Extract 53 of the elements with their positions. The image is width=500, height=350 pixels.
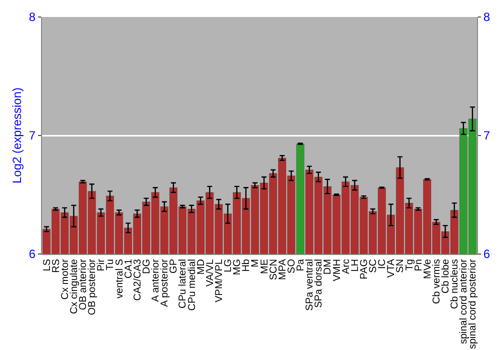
x-tick-label: RS <box>50 258 62 273</box>
x-tick-label: GP <box>168 258 180 274</box>
x-tick-label: LS <box>42 258 53 272</box>
x-tick-label: ventral S <box>114 258 126 298</box>
x-tick-label: Arc <box>340 259 352 274</box>
x-tick-label: Tu <box>105 259 116 270</box>
y-tick-label: 6 <box>28 247 36 262</box>
x-tick-label: OB anterior <box>78 258 90 310</box>
x-tick-label: spinal cord posterior <box>468 258 479 350</box>
x-tick-label: SC <box>368 259 380 273</box>
y-tick-label: 8 <box>28 10 36 24</box>
y2-tick-label: 7 <box>483 128 490 143</box>
y2-tick-label: 8 <box>483 10 490 24</box>
x-tick-label: MVe <box>422 258 434 280</box>
x-tick-label: CPu lateral <box>178 259 189 308</box>
x-tick-label: PAG <box>358 258 370 280</box>
x-tick-label: LG <box>223 258 234 272</box>
x-tick-label: DG <box>141 258 152 274</box>
x-tick-label: VMH <box>332 259 343 282</box>
x-tick-label: CA2/CA3 <box>132 258 144 301</box>
x-tick-label: Cx cingulate <box>68 258 80 314</box>
y2-tick-label: 6 <box>483 247 490 262</box>
x-tick-label: A posterior <box>160 258 171 307</box>
x-tick-label: Cb vermis <box>431 259 442 304</box>
x-tick-label: Cb lobe <box>440 258 452 294</box>
x-tick-label: Hb <box>241 258 252 272</box>
y-axis-title: Log2 (expression) <box>10 87 24 184</box>
x-tick-label: Pa <box>296 258 307 272</box>
x-tick-label: MPA <box>277 258 288 280</box>
x-tick-label: CPu medial <box>186 259 198 311</box>
x-tick-label: Tg <box>404 259 416 271</box>
x-tick-label: LH <box>350 259 361 272</box>
x-tick-label: SN <box>395 259 406 273</box>
x-tick-label: M <box>250 259 262 268</box>
x-tick-label: OB posterior <box>87 258 98 316</box>
x-tick-label: IC <box>377 259 388 269</box>
x-tick-label: Cx motor <box>60 258 71 300</box>
x-tick-label: VPM/VPL <box>214 258 225 302</box>
x-tick-label: Pir <box>96 258 108 272</box>
x-tick-label: spinal cord anterior <box>458 258 470 344</box>
x-tick-label: DM <box>322 259 334 275</box>
x-tick-label: VTA <box>386 258 398 278</box>
x-tick-label: SCN <box>268 259 280 280</box>
x-tick-label: SO <box>286 258 298 274</box>
x-tick-label: CA1 <box>123 258 134 278</box>
x-tick-label: A anterior <box>150 258 162 302</box>
x-tick-label: MD <box>196 259 207 275</box>
x-tick-label: Pn <box>413 259 424 272</box>
x-tick-label: Cb nucleus <box>450 259 461 310</box>
x-tick-label: ME <box>259 258 270 274</box>
y-tick-label: 7 <box>28 128 36 143</box>
x-tick-label: VA/VL <box>204 258 216 287</box>
x-tick-label: SPa dorsal <box>314 259 325 308</box>
